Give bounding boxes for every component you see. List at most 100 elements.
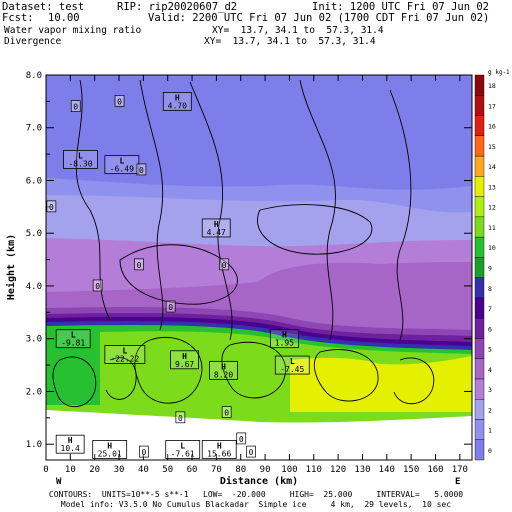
extremum-box [63, 149, 98, 169]
extremum-value: 25.01 [98, 449, 122, 458]
zero-box [221, 406, 232, 418]
extremum-box [209, 360, 238, 380]
colorbar-swatch [474, 216, 485, 238]
colorbar-level-label: 15 [488, 143, 496, 151]
zero-box [114, 95, 125, 107]
field1-name: Water vapor mixing ratio [4, 25, 142, 36]
zero-label: 0 [117, 97, 122, 106]
x-tick-label: 60 [187, 465, 198, 475]
y-tick-label: 6.0 [26, 176, 42, 186]
zero-label: 0 [222, 261, 227, 270]
x-tick-label: 100 [281, 465, 297, 475]
colorbar-swatch [474, 358, 485, 380]
extremum-type: L [78, 151, 83, 160]
colorbar-swatch [474, 155, 485, 177]
x-axis-ticks: 0 10 20 30 40 50 60 70 80 90 100 110 120 130 140 150 160… [43, 75, 468, 475]
extremum-value: -6.49 [110, 165, 134, 174]
y-axis-label: Height (km) [5, 234, 17, 300]
extremum-box [201, 218, 231, 238]
extremum-value: 4.70 [168, 101, 187, 110]
x-tick-label: 10 [65, 465, 76, 475]
colorbar-swatch [474, 196, 485, 218]
extremum-value: 15.66 [207, 449, 231, 458]
extremum-box [170, 350, 199, 370]
colorbar-level-label: 5 [488, 346, 492, 354]
x-tick-label: 130 [354, 465, 370, 475]
extremum-type: L [290, 357, 295, 366]
zero-box [136, 163, 147, 176]
zero-label: 0 [49, 203, 54, 212]
colorbar-level-label: 2 [488, 406, 492, 414]
colorbar-swatch [474, 419, 485, 440]
colorbar-swatch [474, 297, 485, 319]
zero-box [246, 445, 256, 458]
x-tick-label: 160 [427, 465, 443, 475]
zero-label: 0 [139, 166, 144, 175]
field2-name: Divergence [4, 36, 62, 47]
colorbar-level-label: 13 [488, 183, 496, 191]
extremum-value: 8.20 [214, 370, 233, 379]
footer-model-info: Model info: V3.5.0 No Cumulus Blackadar … [60, 500, 452, 509]
fcst-label: Fcst: [2, 12, 34, 24]
colorbar-swatch [474, 257, 485, 278]
y-tick-label: 1.0 [26, 440, 42, 450]
zero-label: 0 [239, 435, 244, 444]
colorbar-level-label: 0 [488, 447, 492, 455]
colorbar-level-label: 12 [488, 204, 496, 212]
y-tick-label: 8.0 [26, 71, 42, 81]
extremum-box [92, 440, 128, 459]
east-end-label: E [455, 477, 460, 487]
extremum-box [165, 440, 201, 459]
extremum-type: H [175, 93, 180, 102]
zero-box [165, 300, 176, 313]
extremum-box [104, 345, 146, 364]
colorbar-level-label: 10 [488, 244, 496, 252]
plot-frame [45, 74, 473, 461]
zero-box [236, 432, 247, 445]
shaded-field [46, 75, 472, 460]
zero-box [219, 258, 230, 271]
colorbar-swatch [474, 317, 485, 339]
colorbar-swatch [474, 115, 485, 136]
zero-box [92, 279, 103, 292]
extremum-type: H [68, 436, 73, 445]
y-tick-label: 4.0 [26, 282, 42, 292]
x-tick-label: 110 [306, 465, 322, 475]
colorbar-swatch [474, 378, 485, 400]
x-tick-label: 0 [43, 465, 48, 475]
zero-label: 0 [137, 261, 142, 270]
extremum-type: H [182, 352, 187, 361]
extremum-type: L [122, 347, 127, 356]
extremum-type: H [107, 441, 112, 450]
x-tick-label: 20 [89, 465, 100, 475]
colorbar-swatch [474, 277, 485, 299]
init-label: Init: 1200 UTC Fri 07 Jun 02 [312, 1, 490, 13]
colorbar-level-label: 18 [488, 82, 496, 90]
colorbar-level-label: 7 [488, 305, 492, 313]
extremum-type: H [214, 220, 219, 229]
colorbar-swatch [474, 176, 485, 197]
zero-label: 0 [141, 448, 146, 457]
x-tick-label: 150 [403, 465, 419, 475]
colorbar-swatch [474, 338, 485, 359]
x-tick-label: 70 [211, 465, 222, 475]
colorbar-level-label: 1 [488, 427, 492, 435]
extremum-box [274, 355, 310, 375]
colorbar-swatch [474, 399, 485, 420]
colorbar-level-label: 8 [488, 285, 492, 293]
zero-label: 0 [95, 282, 100, 291]
extremum-value: -7.61 [171, 449, 195, 458]
extremum-box [55, 329, 91, 349]
y-tick-label: 2.0 [26, 387, 42, 397]
extremum-box [201, 440, 237, 459]
colorbar-level-label: 9 [488, 265, 492, 273]
rip-label: RIP: rip20020607_d2 [117, 1, 238, 13]
x-axis-label: Distance (km) [220, 475, 298, 487]
dataset-label: Dataset: test [2, 1, 85, 13]
extremum-box [162, 91, 192, 111]
zero-box [70, 100, 81, 112]
extremum-value: -7.45 [280, 365, 304, 374]
colorbar-level-label: 11 [488, 224, 496, 232]
